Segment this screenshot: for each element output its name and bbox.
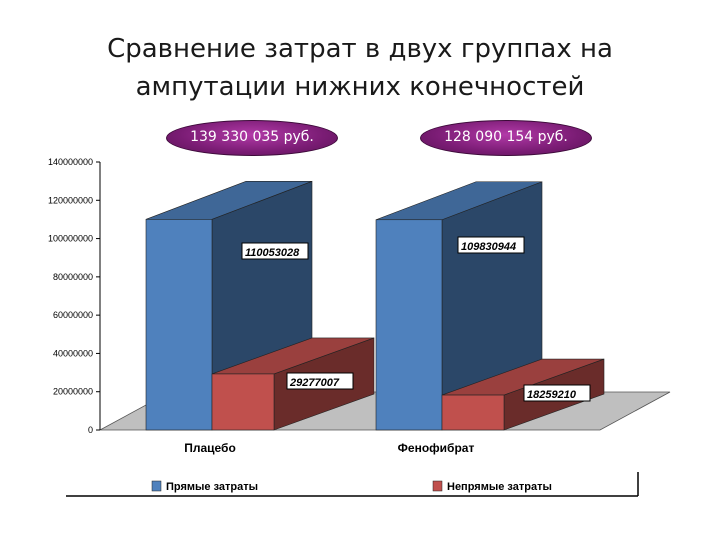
y-tick-label: 40000000 (53, 348, 93, 358)
chart-title-line-1: Сравнение затрат в двух группах на (107, 34, 613, 64)
bar-direct (145, 219, 213, 431)
data-label: 29277007 (289, 377, 340, 389)
legend-swatch (432, 480, 443, 492)
bar-indirect (441, 394, 505, 431)
y-tick-label: 100000000 (48, 234, 93, 244)
data-label-box (523, 384, 591, 402)
y-tick-label: 0 (88, 425, 93, 435)
chart-title: Сравнение затрат в двух группах на ампут… (60, 30, 660, 106)
legend-swatch (151, 480, 162, 492)
legend-label: Прямые затраты (166, 481, 258, 493)
y-tick-label: 20000000 (53, 387, 93, 397)
data-label-box (241, 242, 309, 260)
data-label: 18259210 (527, 389, 577, 401)
y-tick-label: 80000000 (53, 272, 93, 282)
data-label-box (457, 236, 525, 254)
bar-indirect (211, 373, 275, 431)
y-tick-label: 60000000 (53, 310, 93, 320)
y-tick-label: 120000000 (48, 195, 93, 205)
data-label: 110053028 (245, 247, 300, 259)
x-category-label: Фенофибрат (398, 441, 475, 455)
data-label: 109830944 (461, 241, 516, 253)
chart-title-line-2: ампутации нижних конечностей (135, 72, 585, 102)
total-pill-fenofibrate: 128 090 154 руб. (420, 120, 592, 156)
bar-direct (375, 219, 443, 431)
total-pill-placebo: 139 330 035 руб. (166, 120, 338, 156)
data-label-box (286, 372, 354, 390)
y-tick-label: 140000000 (48, 157, 93, 167)
legend-label: Непрямые затраты (447, 481, 552, 493)
x-category-label: Плацебо (184, 441, 236, 455)
